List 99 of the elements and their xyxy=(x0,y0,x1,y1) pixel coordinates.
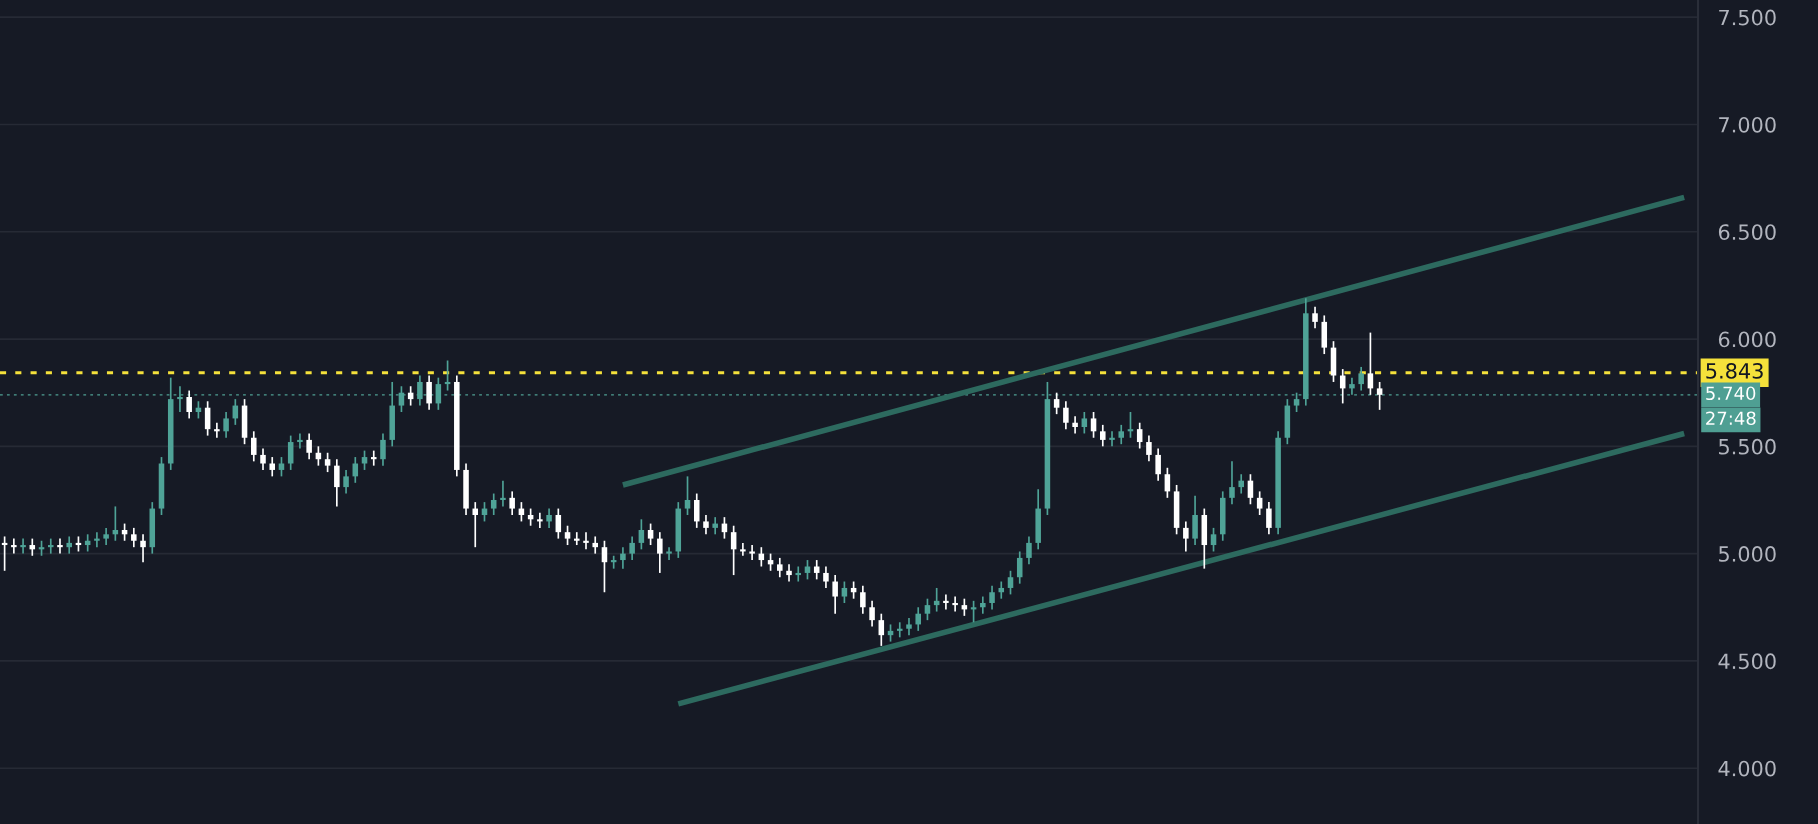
candlestick xyxy=(490,492,497,516)
candlestick xyxy=(943,593,949,611)
candlestick xyxy=(11,537,17,555)
candlestick xyxy=(1100,424,1106,448)
candlestick xyxy=(832,574,838,615)
candlestick xyxy=(1072,415,1078,435)
candlestick xyxy=(509,490,515,516)
candlestick xyxy=(334,458,340,508)
candlestick xyxy=(297,432,303,450)
candlestick xyxy=(500,479,506,508)
candlestick xyxy=(223,411,229,439)
candlestick xyxy=(703,514,709,536)
y-tick-label: 7.500 xyxy=(1719,9,1776,26)
candlestick xyxy=(57,537,63,555)
candlestick xyxy=(592,535,598,555)
candlestick xyxy=(1367,331,1374,396)
candlestick xyxy=(777,557,783,579)
candlestick xyxy=(666,546,672,561)
candlestick xyxy=(370,449,377,467)
ref-line-label: 5.843 xyxy=(1706,363,1763,379)
candlestick xyxy=(620,546,626,570)
candlestick xyxy=(537,512,543,529)
y-tick-label: 7.000 xyxy=(1719,116,1776,133)
y-tick-label: 5.000 xyxy=(1719,546,1776,562)
y-tick-label: 4.000 xyxy=(1718,760,1776,777)
candlestick xyxy=(380,432,386,467)
candlestick xyxy=(1146,434,1152,463)
candlestick xyxy=(860,584,866,615)
candlestick xyxy=(1063,400,1069,431)
candlestick xyxy=(749,544,755,561)
candlestick xyxy=(1109,430,1115,448)
candlestick xyxy=(823,565,829,589)
candlestick xyxy=(278,456,285,478)
candlestick xyxy=(583,531,589,551)
candlestick xyxy=(140,533,146,564)
candlestick xyxy=(1376,381,1383,411)
candlestick xyxy=(574,531,580,546)
candlestick xyxy=(629,535,635,561)
candlestick xyxy=(251,430,257,463)
candlestick xyxy=(638,518,645,551)
candlestick xyxy=(260,447,266,471)
candlestick xyxy=(1238,473,1244,495)
candlestick xyxy=(841,580,848,604)
candlestick xyxy=(712,516,718,536)
candlestick xyxy=(740,542,746,557)
candlestick xyxy=(989,584,995,611)
candlestick xyxy=(1081,411,1088,435)
candlestick xyxy=(324,451,331,473)
candlestick xyxy=(915,606,921,632)
candlestick xyxy=(657,531,663,574)
candlestick xyxy=(1136,421,1143,450)
candlestick xyxy=(472,501,479,549)
candlestick xyxy=(426,374,432,411)
y-tick-label: 5.500 xyxy=(1719,438,1776,455)
y-tick-label: 6.000 xyxy=(1718,331,1776,348)
candlestick xyxy=(878,612,885,647)
y-tick-label: 4.500 xyxy=(1718,653,1776,670)
candlestick xyxy=(924,597,931,621)
candlestick xyxy=(869,599,875,628)
candlestick xyxy=(1210,527,1217,553)
text: 27:48 xyxy=(1706,411,1756,426)
candlestick xyxy=(306,432,312,461)
candlestick xyxy=(786,563,792,583)
candlestick xyxy=(684,475,691,516)
candlestick xyxy=(1358,366,1364,392)
y-tick-label: 6.500 xyxy=(1718,224,1776,240)
candlestick xyxy=(343,469,349,495)
candlestick xyxy=(352,456,359,484)
candlestick xyxy=(1192,494,1198,546)
candlestick xyxy=(1026,535,1032,566)
candlestick xyxy=(1229,460,1235,506)
ref-line-label: 5.740 xyxy=(1706,386,1756,401)
candlestick xyxy=(1183,520,1189,553)
candlestick xyxy=(693,492,700,529)
candlestick xyxy=(952,595,958,613)
candlestick xyxy=(186,389,192,420)
candlestick xyxy=(66,535,72,555)
candlestick xyxy=(94,531,100,549)
candlestick xyxy=(214,421,220,439)
candlestick xyxy=(269,456,275,478)
candlestick xyxy=(564,524,571,546)
candlestick xyxy=(896,621,903,639)
candlestick xyxy=(647,522,654,546)
candlestick xyxy=(1090,411,1097,439)
candlestick xyxy=(980,595,986,615)
candlestick xyxy=(47,537,54,555)
candlestick xyxy=(1155,447,1161,482)
candlestick xyxy=(131,527,137,549)
candlestick xyxy=(546,507,552,529)
candlestick xyxy=(1293,391,1300,413)
candlestick xyxy=(601,539,608,594)
candlestick xyxy=(1053,391,1060,415)
candlestick xyxy=(1256,490,1263,516)
candlestick xyxy=(1266,501,1272,536)
candlestick xyxy=(20,537,26,555)
candlestick xyxy=(795,565,802,583)
candlestick xyxy=(1312,306,1318,330)
candlestick xyxy=(1007,569,1014,596)
candlestick xyxy=(1118,424,1125,446)
